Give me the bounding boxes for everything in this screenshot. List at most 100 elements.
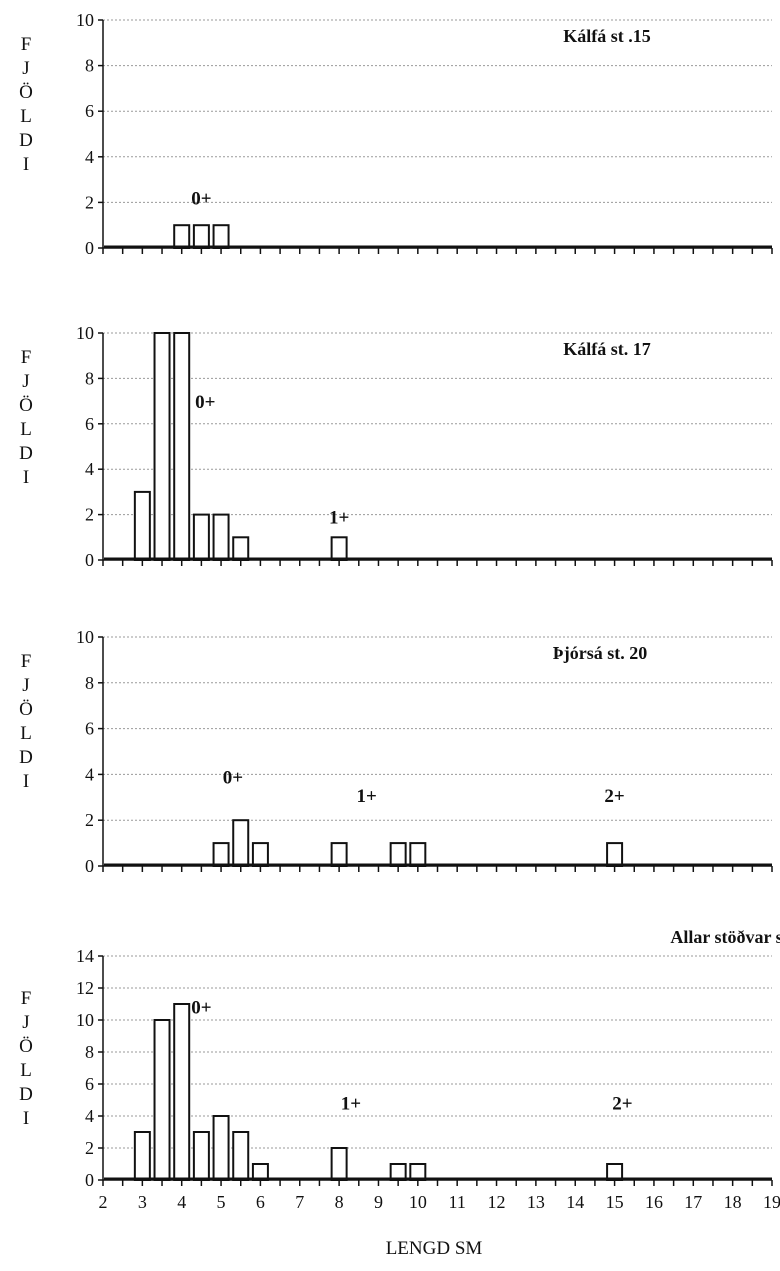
bar (133, 1131, 151, 1181)
bar (133, 490, 151, 561)
x-tick-label: 4 (177, 1192, 186, 1212)
x-tick-label: 17 (684, 1192, 702, 1212)
y-axis-label-letter: L (20, 106, 32, 127)
y-axis-label-letter: F (21, 988, 32, 1009)
bar (232, 1131, 250, 1181)
y-tick-label: 0 (85, 856, 94, 876)
bar (232, 819, 250, 868)
bar (173, 1003, 191, 1181)
y-tick-label: 2 (85, 1138, 94, 1158)
y-tick-label: 10 (76, 323, 94, 343)
y-axis-label-letter: Ö (19, 395, 33, 416)
y-axis-label-letter: L (20, 419, 32, 440)
x-tick-label: 15 (606, 1192, 624, 1212)
y-tick-label: 8 (85, 368, 94, 388)
y-axis-label-letter: Ö (19, 1036, 33, 1057)
bar (192, 513, 210, 561)
y-axis-label-letter: F (21, 347, 32, 368)
x-tick-label: 12 (488, 1192, 506, 1212)
y-axis-label-letter: L (20, 723, 32, 744)
y-tick-label: 6 (85, 1074, 94, 1094)
panel-title: Þjórsá st. 20 (553, 643, 647, 663)
age-annotation: 0+ (223, 768, 243, 789)
x-tick-label: 16 (645, 1192, 663, 1212)
y-tick-label: 4 (85, 147, 94, 167)
x-tick-label: 19 (763, 1192, 780, 1212)
bar (212, 1115, 230, 1181)
y-tick-label: 2 (85, 192, 94, 212)
y-axis-label-letter: I (23, 771, 29, 792)
y-tick-label: 2 (85, 810, 94, 830)
bar (330, 842, 348, 867)
x-tick-label: 8 (335, 1192, 344, 1212)
y-tick-label: 0 (85, 1170, 94, 1190)
y-tick-label: 2 (85, 505, 94, 525)
panel-title: Kálfá st. 17 (563, 339, 651, 359)
y-tick-label: 6 (85, 719, 94, 739)
x-tick-label: 10 (409, 1192, 427, 1212)
bar (389, 842, 407, 867)
age-annotation: 0+ (191, 998, 211, 1019)
x-tick-label: 9 (374, 1192, 383, 1212)
x-tick-label: 3 (138, 1192, 147, 1212)
y-tick-label: 12 (76, 978, 94, 998)
bar (212, 224, 230, 249)
y-axis-label-letter: F (21, 651, 32, 672)
bar (606, 842, 624, 867)
y-axis-label-letter: I (23, 467, 29, 488)
age-annotation: 1+ (329, 508, 349, 529)
x-tick-label: 11 (449, 1192, 466, 1212)
y-axis-label-letter: J (22, 58, 29, 79)
age-annotation: 0+ (191, 189, 211, 210)
age-annotation: 1+ (341, 1094, 361, 1115)
bar (251, 842, 269, 867)
x-tick-label: 14 (566, 1192, 584, 1212)
x-tick-label: 18 (724, 1192, 742, 1212)
bar (330, 1147, 348, 1181)
bar (409, 842, 427, 867)
x-axis-label: LENGD SM (386, 1238, 483, 1259)
x-tick-label: 7 (295, 1192, 304, 1212)
y-tick-label: 0 (85, 550, 94, 570)
y-axis-label-letter: F (21, 34, 32, 55)
y-tick-label: 8 (85, 56, 94, 76)
x-tick-label: 6 (256, 1192, 265, 1212)
y-axis-label-letter: D (19, 1084, 33, 1105)
y-tick-label: 10 (76, 1010, 94, 1030)
bar (192, 224, 210, 249)
y-axis-label-letter: J (22, 1012, 29, 1033)
y-tick-label: 14 (76, 946, 94, 966)
age-annotation: 0+ (195, 392, 215, 413)
y-tick-label: 0 (85, 238, 94, 258)
y-axis-label-letter: Ö (19, 82, 33, 103)
y-tick-label: 4 (85, 1106, 94, 1126)
y-axis-label-letter: J (22, 371, 29, 392)
y-tick-label: 10 (76, 627, 94, 647)
y-axis-label-letter: I (23, 1108, 29, 1129)
y-tick-label: 6 (85, 101, 94, 121)
age-annotation: 2+ (612, 1094, 632, 1115)
bar (173, 224, 191, 249)
y-axis-label-letter: I (23, 154, 29, 175)
y-tick-label: 4 (85, 764, 94, 784)
y-tick-label: 8 (85, 1042, 94, 1062)
bar (330, 536, 348, 561)
bar (212, 842, 230, 867)
bar (212, 513, 230, 561)
y-axis-label-letter: J (22, 675, 29, 696)
x-tick-label: 13 (527, 1192, 545, 1212)
bar (153, 1019, 171, 1181)
y-tick-label: 4 (85, 459, 94, 479)
panel-title: Kálfá st .15 (563, 26, 651, 46)
y-tick-label: 6 (85, 414, 94, 434)
bar (232, 536, 250, 561)
bar (192, 1131, 210, 1181)
bar (173, 332, 191, 561)
y-axis-label-letter: Ö (19, 699, 33, 720)
x-tick-label: 2 (99, 1192, 108, 1212)
y-axis-label-letter: D (19, 443, 33, 464)
